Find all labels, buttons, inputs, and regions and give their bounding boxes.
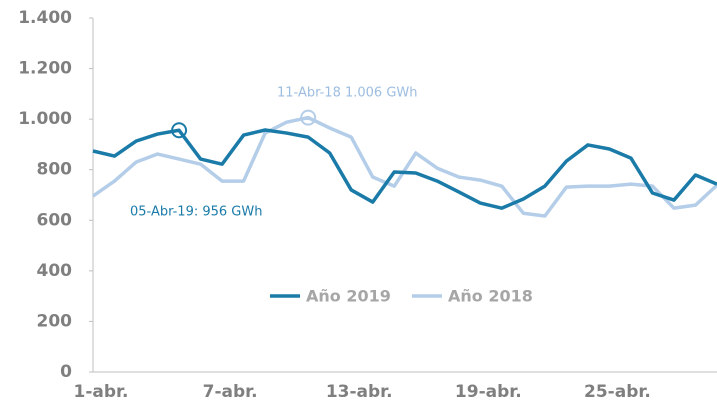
x-tick-label: 7-abr. <box>203 382 258 402</box>
y-tick-label: 400 <box>37 261 73 281</box>
x-tick-label: 1-abr. <box>74 382 129 402</box>
y-tick-label: 200 <box>37 311 73 331</box>
x-tick-label: 13-abr. <box>326 382 393 402</box>
series-line <box>92 115 717 218</box>
x-tick-label: 25-abr. <box>584 382 651 402</box>
y-tick-label: 1.200 <box>18 59 72 79</box>
y-tick-label: 1.400 <box>18 8 72 28</box>
y-tick-label: 1.000 <box>18 109 72 129</box>
annotation: 11-Abr-18 1.006 GWh <box>277 86 418 101</box>
legend-label: Año 2018 <box>448 287 533 306</box>
annotation: 05-Abr-19: 956 GWh <box>130 205 262 220</box>
y-tick-label: 800 <box>37 160 73 180</box>
y-tick-label: 600 <box>37 210 73 230</box>
series-line <box>92 128 717 210</box>
y-tick-label: 0 <box>60 362 72 382</box>
legend-label: Año 2019 <box>306 287 391 306</box>
x-tick-label: 19-abr. <box>455 382 522 402</box>
highlight-marker <box>300 109 317 126</box>
highlight-marker <box>171 122 188 139</box>
